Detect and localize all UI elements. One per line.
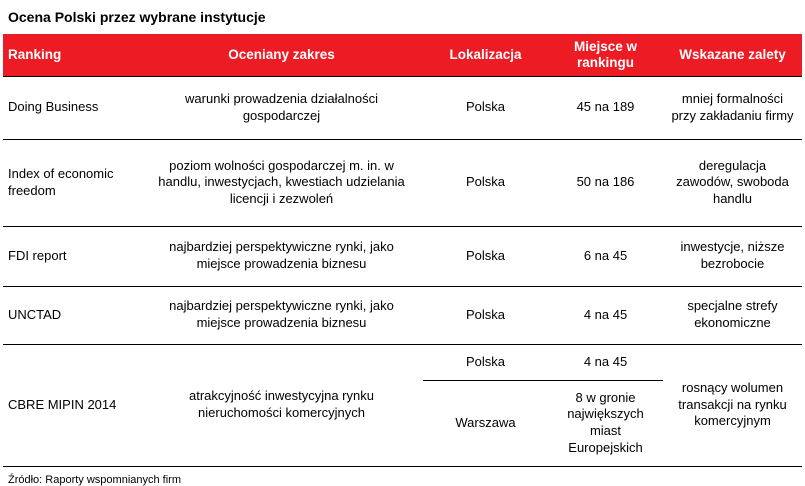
header-lokalizacja: Lokalizacja: [423, 34, 548, 76]
advantages-cell: inwestycje, niższe bezrobocie: [663, 225, 802, 286]
rank-place-cell: 6 na 45: [548, 225, 663, 286]
ranking-cell: Doing Business: [3, 75, 140, 139]
advantages-cell: mniej formalności przy zakładaniu firmy: [663, 75, 802, 139]
advantages-cell: rosnący wolumen transakcji na rynku kome…: [663, 343, 802, 466]
rank-place-cell: 8 w gronie największych miast Europejski…: [548, 379, 663, 466]
table-row: CBRE MIPIN 2014 atrakcyjność inwestycyjn…: [3, 343, 802, 466]
table-sub-row: Warszawa 8 w gronie największych miast E…: [3, 379, 802, 466]
advantages-cell: deregulacja zawodów, swoboda handlu: [663, 138, 802, 226]
scope-cell: poziom wolności gospodarczej m. in. w ha…: [140, 138, 423, 226]
ranking-cell: FDI report: [3, 225, 140, 286]
ranking-cell: Index of economic freedom: [3, 138, 140, 226]
ranking-cell: UNCTAD: [3, 285, 140, 344]
ranking-cell: CBRE MIPIN 2014: [3, 343, 140, 466]
table-row: Index of economic freedom poziom wolnośc…: [3, 138, 802, 226]
location-cell: Polska: [423, 138, 548, 226]
rank-place-cell: 4 na 45: [548, 285, 663, 344]
table-row: UNCTAD najbardziej perspektywiczne rynki…: [3, 285, 802, 344]
location-cell: Polska: [423, 343, 548, 380]
scope-cell: atrakcyjność inwestycyjna rynku nierucho…: [140, 343, 423, 466]
rank-place-cell: 4 na 45: [548, 343, 663, 380]
scope-cell: najbardziej perspektywiczne rynki, jako …: [140, 285, 423, 344]
location-cell: Polska: [423, 285, 548, 344]
page-title: Ocena Polski przez wybrane instytucje: [8, 9, 266, 25]
table-row: Doing Business warunki prowadzenia dział…: [3, 75, 802, 139]
header-miejsce-w-rankingu: Miejsce w rankingu: [548, 34, 663, 76]
scope-cell: warunki prowadzenia działalności gospoda…: [140, 75, 423, 139]
rank-place-cell: 50 na 186: [548, 138, 663, 226]
location-cell: Polska: [423, 75, 548, 139]
table-row: FDI report najbardziej perspektywiczne r…: [3, 225, 802, 286]
table-header-row: Ranking Oceniany zakres Lokalizacja Miej…: [3, 34, 802, 76]
header-ranking: Ranking: [3, 34, 140, 76]
header-wskazane-zalety: Wskazane zalety: [663, 34, 802, 76]
location-cell: Polska: [423, 225, 548, 286]
header-oceniany-zakres: Oceniany zakres: [140, 34, 423, 76]
institutions-ranking-table: Ranking Oceniany zakres Lokalizacja Miej…: [3, 34, 802, 467]
advantages-cell: specjalne strefy ekonomiczne: [663, 285, 802, 344]
scope-cell: najbardziej perspektywiczne rynki, jako …: [140, 225, 423, 286]
location-cell: Warszawa: [423, 379, 548, 466]
source-note: Źródło: Raporty wspomnianych firm: [8, 473, 182, 486]
rank-place-cell: 45 na 189: [548, 75, 663, 139]
